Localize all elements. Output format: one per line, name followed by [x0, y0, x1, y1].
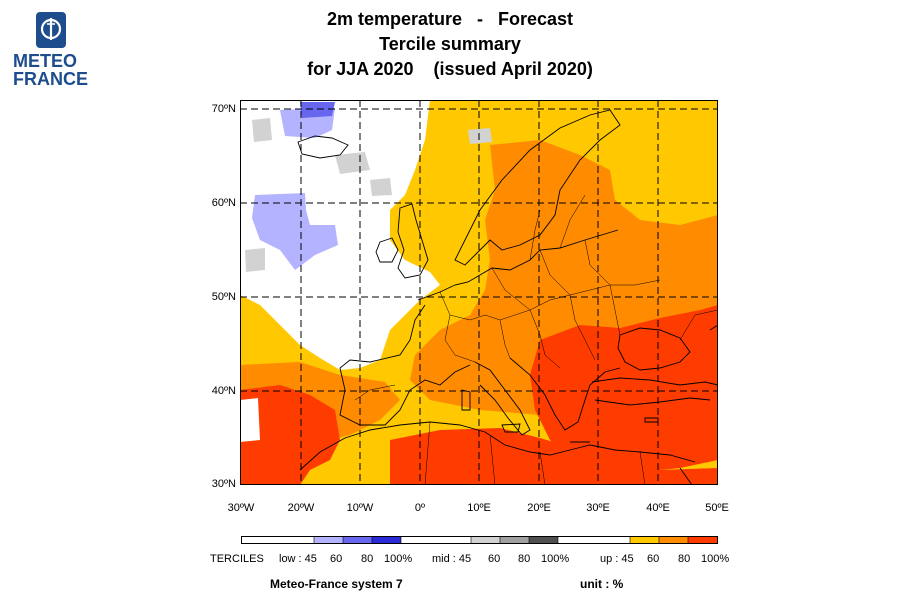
region-mid-patch-2: [335, 152, 370, 174]
region-white-sw: [240, 398, 260, 442]
map-gridlines: [240, 100, 718, 485]
map-subtitle: Tercile summary: [379, 34, 521, 54]
lon-label-40e: 40ºE: [646, 502, 670, 514]
lat-label-70n: 70ºN: [211, 103, 236, 115]
lon-label-10e: 10ºE: [467, 502, 491, 514]
legend-swatch-up45: [630, 536, 659, 544]
legend-up-tick-80: 80: [678, 553, 691, 565]
coast-italy: [474, 361, 531, 436]
unit-label: unit : %: [580, 577, 624, 591]
model-name: Meteo-France system 7: [270, 577, 403, 591]
coast-sardinia: [461, 389, 471, 411]
legend-swatch-mid60: [500, 536, 529, 544]
legend-swatch-mid80: [529, 536, 558, 544]
legend-swatch-low60: [343, 536, 372, 544]
country-borders: [354, 194, 718, 485]
legend-mid-tick-60: 60: [488, 553, 501, 565]
lat-label-40n: 40ºN: [211, 385, 236, 397]
legend-swatch-up60: [659, 536, 688, 544]
region-low-patch-3: [252, 193, 338, 270]
meteo-france-logo: METEO FRANCE: [6, 8, 92, 92]
coast-north-africa: [299, 421, 696, 471]
region-up80-africa: [390, 428, 718, 485]
region-up80-southwest: [240, 385, 340, 485]
legend-swatch-up80: [688, 536, 718, 544]
lon-label-10w: 10ºW: [346, 502, 374, 514]
legend-mid-label: mid : 45: [432, 553, 472, 565]
coast-caspian: [709, 324, 718, 331]
legend-up-tick-60: 60: [647, 553, 660, 565]
legend-mid-tick-100: 100%: [541, 553, 570, 565]
legend-swatch-low45: [314, 536, 343, 544]
coast-iceland: [297, 135, 349, 159]
tercile-legend-bar: [241, 536, 718, 544]
legend-low-tick-100: 100%: [384, 553, 413, 565]
region-white-atlantic: [240, 100, 440, 370]
coast-turkey: [591, 377, 718, 386]
coast-turkey-south: [594, 397, 711, 406]
lon-label-20e: 20ºE: [527, 502, 551, 514]
legend-low-label: low : 45: [279, 553, 317, 565]
lon-label-20w: 20ºW: [287, 502, 315, 514]
region-mid-patch-4: [245, 248, 265, 272]
lat-label-30n: 30ºN: [211, 478, 236, 490]
region-mid-patch-1: [252, 118, 272, 142]
lat-label-50n: 50ºN: [211, 291, 236, 303]
region-mid-patch-5: [468, 128, 492, 144]
lon-label-30e: 30ºE: [586, 502, 610, 514]
region-low-patch-2: [300, 102, 335, 118]
coast-europe-west: [417, 229, 619, 301]
logo-text-meteo: METEO: [13, 51, 78, 71]
legend-low-tick-80: 80: [361, 553, 374, 565]
logo-text-france: FRANCE: [13, 69, 88, 89]
lon-label-0: 0º: [414, 502, 426, 514]
legend-terciles-label: TERCILES: [210, 553, 264, 565]
coast-ireland: [375, 237, 399, 263]
coast-sicily: [501, 423, 521, 433]
coast-black-sea: [617, 327, 691, 371]
tercile-map: [240, 100, 718, 485]
coast-red-sea: [679, 467, 693, 485]
coast-france-iberia: [339, 304, 471, 426]
region-mid-patch-3: [370, 178, 392, 196]
region-up80-east: [530, 305, 718, 472]
legend-swatch-low80: [372, 536, 401, 544]
lon-label-50e: 50ºE: [705, 502, 729, 514]
legend-mid-tick-80: 80: [518, 553, 531, 565]
lat-label-60n: 60ºN: [211, 197, 236, 209]
legend-up-tick-100: 100%: [701, 553, 730, 565]
coast-britain: [397, 203, 429, 279]
map-border: [240, 100, 718, 485]
map-period: for JJA 2020 (issued April 2020): [307, 59, 593, 79]
tercile-map-canvas: [240, 100, 718, 485]
legend-up-label: up : 45: [600, 553, 634, 565]
lon-label-30w: 30ºW: [227, 502, 255, 514]
map-title: 2m temperature - Forecast: [326, 9, 574, 29]
coast-scandinavia: [454, 109, 621, 266]
coastlines: [297, 109, 718, 485]
meteo-france-logo-icon: [36, 12, 66, 48]
legend-swatch-mid45: [471, 536, 500, 544]
legend-low-tick-60: 60: [330, 553, 343, 565]
